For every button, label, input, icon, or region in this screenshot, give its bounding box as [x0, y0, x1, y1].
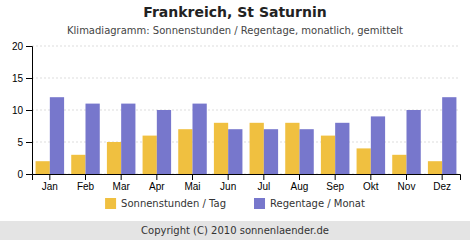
bar — [335, 123, 349, 174]
x-tick: Okt — [363, 174, 379, 192]
bar — [178, 129, 192, 174]
x-tick-label: Mar — [113, 181, 131, 192]
x-tick-mark — [442, 174, 443, 180]
y-tick-mark — [26, 174, 32, 175]
x-tick: Jul — [257, 174, 270, 192]
bar-series — [50, 97, 457, 174]
bar — [442, 97, 456, 174]
chart: Frankreich, St Saturnin Klimadiagramm: So… — [0, 0, 470, 240]
y-tick-label: 20 — [12, 41, 24, 52]
y-tick: 15 — [12, 73, 32, 84]
bar — [228, 129, 242, 174]
y-tick: 20 — [12, 41, 32, 52]
bar — [392, 155, 406, 174]
x-tick-mark — [85, 174, 86, 180]
x-axis: Jan Feb Mar Apr Mai Jun Jul Aug Sep Okt Nov Dez — [33, 174, 461, 192]
bar — [264, 129, 278, 174]
y-tick: 0 — [17, 169, 32, 180]
title: Frankreich, St Saturnin — [143, 4, 326, 20]
legend-swatch — [105, 198, 116, 209]
y-tick-mark — [26, 110, 32, 111]
bar — [143, 136, 157, 174]
y-axis-line — [26, 47, 33, 175]
legend-item: Regentage / Monat — [254, 198, 365, 209]
y-tick-mark — [26, 46, 32, 47]
y-tick-mark — [26, 142, 32, 143]
bar — [300, 129, 314, 174]
bar — [285, 123, 299, 174]
legend-label: Regentage / Monat — [270, 198, 365, 209]
x-tick: Jan — [42, 174, 58, 192]
subtitle: Klimadiagramm: Sonnenstunden / Regentage… — [67, 25, 403, 36]
x-tick-label: Jun — [220, 181, 236, 192]
x-tick-label: Sep — [326, 181, 344, 192]
x-tick: Feb — [77, 174, 95, 192]
bar — [50, 97, 64, 174]
x-tick-label: Aug — [291, 181, 309, 192]
y-tick-mark — [26, 78, 32, 79]
x-tick: Jun — [220, 174, 236, 192]
x-tick-mark — [335, 174, 336, 180]
annotation: Copyright (C) 2010 sonnenlaender.de — [141, 225, 329, 236]
x-tick-mark — [263, 174, 264, 180]
bar — [121, 104, 135, 174]
x-tick-label: Jul — [257, 181, 270, 192]
x-tick-mark — [156, 174, 157, 180]
x-tick: Apr — [149, 174, 165, 192]
x-tick-mark — [228, 174, 229, 180]
bar — [193, 104, 207, 174]
bar — [407, 110, 421, 174]
x-tick-label: Apr — [149, 181, 165, 192]
bar — [157, 110, 171, 174]
x-tick-mark — [299, 174, 300, 180]
bars — [36, 97, 457, 174]
x-tick-label: Nov — [398, 181, 416, 192]
x-tick-mark — [192, 174, 193, 180]
bar — [107, 142, 121, 174]
legend: Sonnenstunden / Tag Regentage / Monat — [105, 198, 365, 209]
bar — [357, 148, 371, 174]
bar — [214, 123, 228, 174]
x-tick-label: Okt — [363, 181, 379, 192]
grid-line — [32, 78, 460, 79]
y-tick: 10 — [12, 105, 32, 116]
x-tick-mark — [406, 174, 407, 180]
x-tick-label: Jan — [42, 181, 58, 192]
legend-item: Sonnenstunden / Tag — [105, 198, 226, 209]
x-tick: Sep — [326, 174, 344, 192]
bar — [371, 116, 385, 174]
y-tick-label: 5 — [17, 137, 23, 148]
x-tick: Aug — [291, 174, 309, 192]
grid-line — [32, 46, 460, 47]
x-tick-mark — [49, 174, 50, 180]
x-tick-label: Feb — [77, 181, 95, 192]
bar — [71, 155, 85, 174]
bar — [250, 123, 264, 174]
x-tick: Mar — [113, 174, 131, 192]
legend-label: Sonnenstunden / Tag — [121, 198, 226, 209]
x-tick-mark — [121, 174, 122, 180]
bar — [428, 161, 442, 174]
x-tick-mark — [370, 174, 371, 180]
footer-bar — [0, 221, 470, 240]
x-axis-line — [33, 175, 461, 181]
x-tick: Nov — [398, 174, 416, 192]
legend-swatch — [254, 198, 265, 209]
bar — [86, 104, 100, 174]
y-axis: 0 5 10 15 20 — [12, 41, 33, 180]
bar — [36, 161, 50, 174]
x-tick-label: Mai — [184, 181, 200, 192]
y-tick: 5 — [17, 137, 32, 148]
grid — [32, 46, 460, 174]
y-tick-label: 0 — [17, 169, 23, 180]
x-tick: Mai — [184, 174, 200, 192]
y-tick-label: 10 — [12, 105, 24, 116]
y-tick-label: 15 — [12, 73, 24, 84]
x-tick-label: Dez — [433, 181, 451, 192]
x-tick: Dez — [433, 174, 451, 192]
bar — [321, 136, 335, 174]
